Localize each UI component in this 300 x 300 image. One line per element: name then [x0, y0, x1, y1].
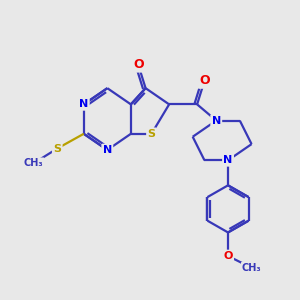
Text: CH₃: CH₃: [24, 158, 44, 168]
Text: O: O: [133, 58, 143, 71]
Text: S: S: [53, 143, 61, 154]
Text: O: O: [223, 251, 233, 261]
Text: S: S: [148, 129, 155, 139]
Text: N: N: [79, 99, 88, 110]
Text: O: O: [199, 74, 210, 87]
Text: N: N: [212, 116, 221, 126]
Text: N: N: [103, 145, 112, 155]
Text: N: N: [224, 155, 233, 165]
Text: CH₃: CH₃: [242, 263, 261, 273]
